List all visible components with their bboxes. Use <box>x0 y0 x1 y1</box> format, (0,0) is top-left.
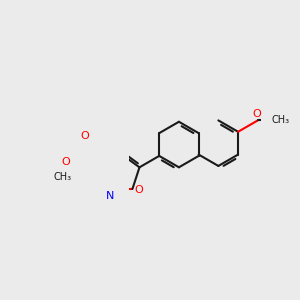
Text: CH₃: CH₃ <box>53 172 71 182</box>
Text: O: O <box>135 185 143 195</box>
Text: N: N <box>106 191 114 201</box>
Text: O: O <box>253 110 261 119</box>
Text: O: O <box>81 131 89 141</box>
Text: O: O <box>62 157 70 167</box>
Text: CH₃: CH₃ <box>271 116 290 125</box>
